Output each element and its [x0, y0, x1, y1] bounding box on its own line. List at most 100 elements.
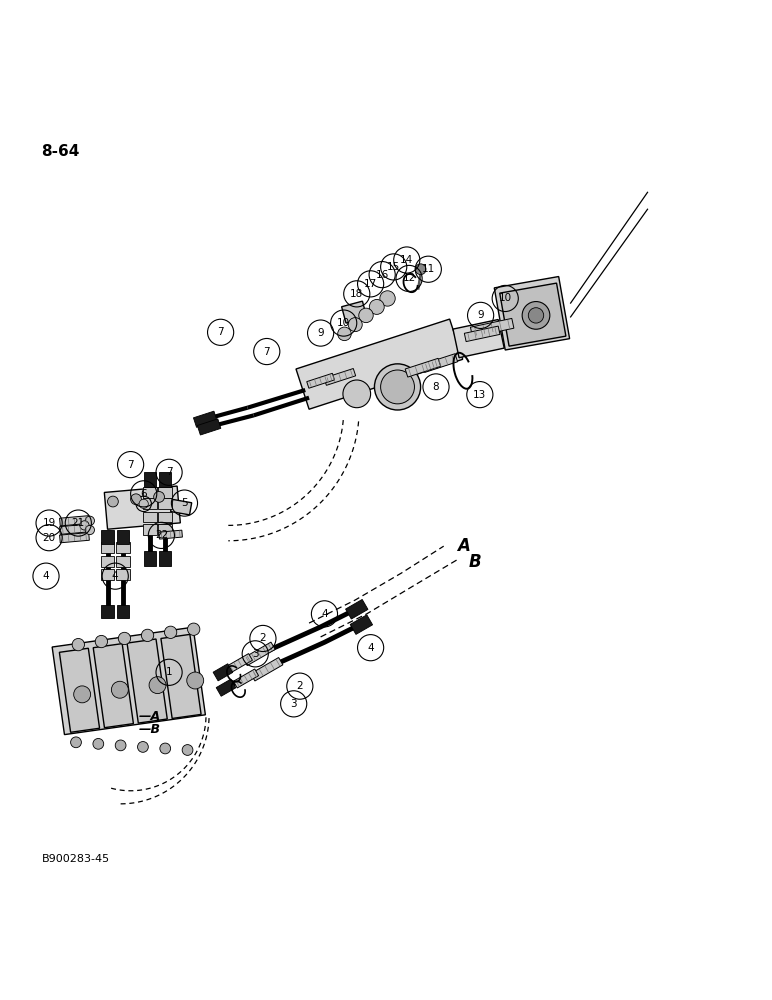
Text: 7: 7	[217, 327, 224, 337]
Bar	[100, 542, 114, 553]
Circle shape	[182, 745, 193, 755]
Polygon shape	[104, 486, 181, 529]
Circle shape	[130, 494, 141, 505]
Text: 15: 15	[387, 262, 401, 272]
Polygon shape	[306, 373, 334, 388]
Polygon shape	[159, 530, 182, 539]
Circle shape	[115, 740, 126, 751]
Bar	[158, 512, 172, 522]
Circle shape	[188, 623, 200, 635]
Polygon shape	[117, 530, 129, 544]
Polygon shape	[101, 605, 113, 618]
Circle shape	[80, 521, 89, 530]
Text: 7: 7	[263, 347, 270, 357]
Circle shape	[522, 302, 550, 329]
Text: 8-64: 8-64	[42, 144, 80, 159]
Polygon shape	[159, 472, 171, 487]
Polygon shape	[251, 657, 283, 681]
Polygon shape	[296, 319, 462, 409]
Circle shape	[73, 686, 90, 703]
Circle shape	[337, 327, 351, 341]
Text: B900283-45: B900283-45	[42, 854, 110, 864]
Polygon shape	[144, 472, 156, 487]
Polygon shape	[464, 326, 500, 342]
Circle shape	[85, 516, 94, 525]
Text: 3: 3	[290, 699, 297, 709]
Circle shape	[154, 492, 164, 502]
Circle shape	[95, 635, 107, 648]
Text: 4: 4	[42, 571, 49, 581]
Circle shape	[359, 308, 373, 323]
Circle shape	[137, 742, 148, 752]
Circle shape	[111, 681, 128, 698]
Text: 13: 13	[473, 390, 486, 400]
Polygon shape	[59, 516, 90, 526]
Text: 16: 16	[375, 270, 389, 280]
Text: —B: —B	[138, 723, 161, 736]
Polygon shape	[127, 639, 168, 723]
Bar	[158, 498, 172, 509]
Text: 6: 6	[141, 489, 147, 499]
Polygon shape	[453, 320, 504, 358]
Circle shape	[85, 525, 94, 535]
Polygon shape	[227, 654, 252, 673]
Circle shape	[139, 499, 148, 508]
Circle shape	[187, 672, 204, 689]
Bar	[143, 487, 157, 498]
Text: 8: 8	[432, 382, 439, 392]
Polygon shape	[243, 642, 275, 666]
Text: 4: 4	[367, 643, 374, 653]
Polygon shape	[93, 644, 134, 728]
Polygon shape	[216, 679, 235, 696]
Polygon shape	[52, 627, 205, 735]
Text: 4: 4	[112, 571, 119, 581]
Polygon shape	[59, 524, 90, 534]
Polygon shape	[499, 283, 566, 346]
Bar	[158, 487, 172, 498]
Polygon shape	[159, 551, 171, 566]
Text: 20: 20	[42, 533, 56, 543]
Circle shape	[160, 743, 171, 754]
Bar	[143, 512, 157, 522]
Circle shape	[343, 380, 371, 408]
Polygon shape	[233, 669, 259, 688]
Polygon shape	[117, 605, 129, 618]
Text: 9: 9	[477, 310, 484, 320]
Text: 2: 2	[296, 681, 303, 691]
Text: 1: 1	[166, 667, 172, 677]
Circle shape	[93, 738, 103, 749]
Bar	[143, 498, 157, 509]
Circle shape	[118, 632, 130, 645]
Polygon shape	[350, 615, 373, 634]
Polygon shape	[198, 419, 221, 435]
Polygon shape	[161, 634, 201, 718]
Text: 14: 14	[400, 255, 413, 265]
Polygon shape	[324, 369, 356, 385]
Text: 7: 7	[127, 460, 134, 470]
Circle shape	[70, 737, 81, 748]
Bar	[100, 556, 114, 567]
Text: 12: 12	[402, 273, 415, 283]
Circle shape	[380, 291, 395, 306]
Circle shape	[72, 638, 84, 651]
Bar	[158, 524, 172, 535]
Bar	[116, 556, 130, 567]
Polygon shape	[342, 301, 367, 323]
Text: 2: 2	[259, 633, 266, 643]
Text: B: B	[469, 553, 482, 571]
Text: A: A	[457, 537, 469, 555]
Polygon shape	[405, 358, 441, 377]
Text: 10: 10	[499, 293, 512, 303]
Text: 22: 22	[154, 530, 168, 540]
Bar	[116, 542, 130, 553]
Circle shape	[415, 264, 426, 275]
Polygon shape	[346, 599, 368, 619]
Circle shape	[348, 318, 362, 332]
Circle shape	[374, 364, 421, 410]
Polygon shape	[422, 354, 458, 372]
Circle shape	[528, 308, 543, 323]
Polygon shape	[59, 648, 100, 732]
Polygon shape	[494, 277, 570, 350]
Circle shape	[381, 370, 415, 404]
Text: 19: 19	[42, 518, 56, 528]
